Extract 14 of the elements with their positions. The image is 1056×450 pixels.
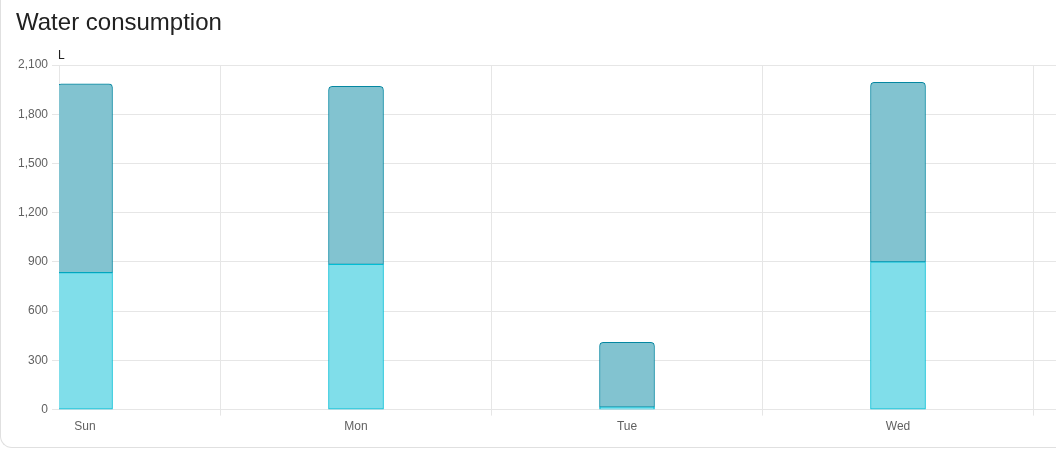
x-tick-label: Tue (616, 419, 638, 434)
y-tick-label: 1,200 (17, 205, 49, 219)
y-tick-label: 900 (27, 254, 49, 269)
y-tick-label: 1,500 (17, 155, 49, 170)
y-tick-label: 0 (41, 401, 49, 416)
y-tick-label: 1,800 (17, 106, 49, 121)
x-tick-label: Wed (885, 419, 911, 434)
x-tick-label: Sun (74, 419, 96, 434)
x-tick-label: Mon (344, 419, 368, 434)
y-tick-label: 2,100 (17, 57, 49, 72)
y-tick-label: 300 (27, 352, 49, 367)
y-axis-title: L (58, 48, 65, 62)
chart-title: Water consumption (16, 7, 222, 37)
y-tick-label: 600 (27, 303, 49, 318)
